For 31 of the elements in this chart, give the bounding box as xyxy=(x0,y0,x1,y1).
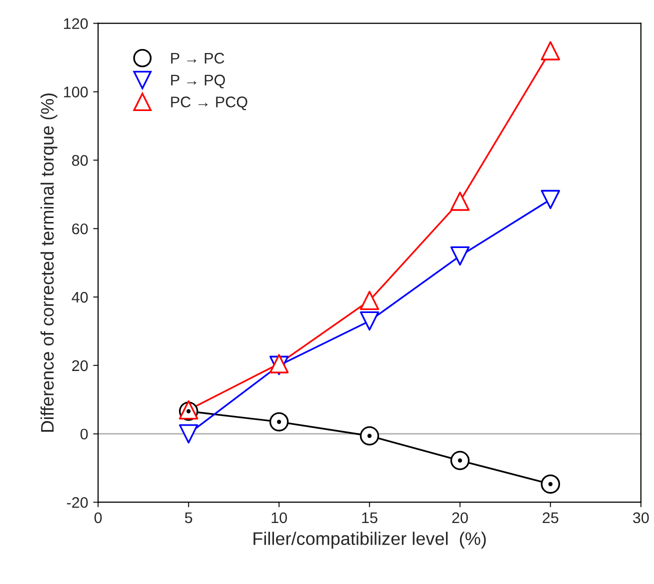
legend-label: P → PC xyxy=(171,52,224,64)
y-axis-title: Difference of corrected terminal torque (%) xyxy=(40,93,58,432)
y-tick-label: 0 xyxy=(80,428,88,440)
x-tick-label: 30 xyxy=(633,512,649,524)
y-tick-label: 40 xyxy=(72,292,88,303)
x-axis-title: Filler/compatibilizer level (%) xyxy=(254,532,486,549)
y-tick-label: 80 xyxy=(72,155,88,166)
point xyxy=(450,192,470,211)
y-tick-label: 60 xyxy=(72,223,88,234)
y-tick-label: -20 xyxy=(66,497,88,508)
y-tick-label: 120 xyxy=(64,18,88,30)
point xyxy=(450,450,470,470)
point xyxy=(540,190,560,210)
x-tick-label: 15 xyxy=(362,512,378,524)
point xyxy=(269,412,289,432)
y-tick-label: 100 xyxy=(64,86,88,98)
point xyxy=(360,290,380,310)
x-tick-label: 20 xyxy=(452,512,468,524)
point xyxy=(178,424,198,444)
x-tick-label: 25 xyxy=(542,512,558,524)
legend-label: PC → PCQ xyxy=(171,96,248,110)
x-tick-label: 0 xyxy=(94,512,102,524)
x-tick-label: 5 xyxy=(184,512,192,524)
point xyxy=(360,311,380,331)
legend-label: P → PQ xyxy=(171,74,225,88)
point xyxy=(360,426,380,446)
point xyxy=(540,41,560,60)
y-tick-label: 20 xyxy=(72,360,88,372)
point xyxy=(450,246,470,266)
point xyxy=(540,474,560,494)
x-tick-label: 10 xyxy=(272,512,287,524)
